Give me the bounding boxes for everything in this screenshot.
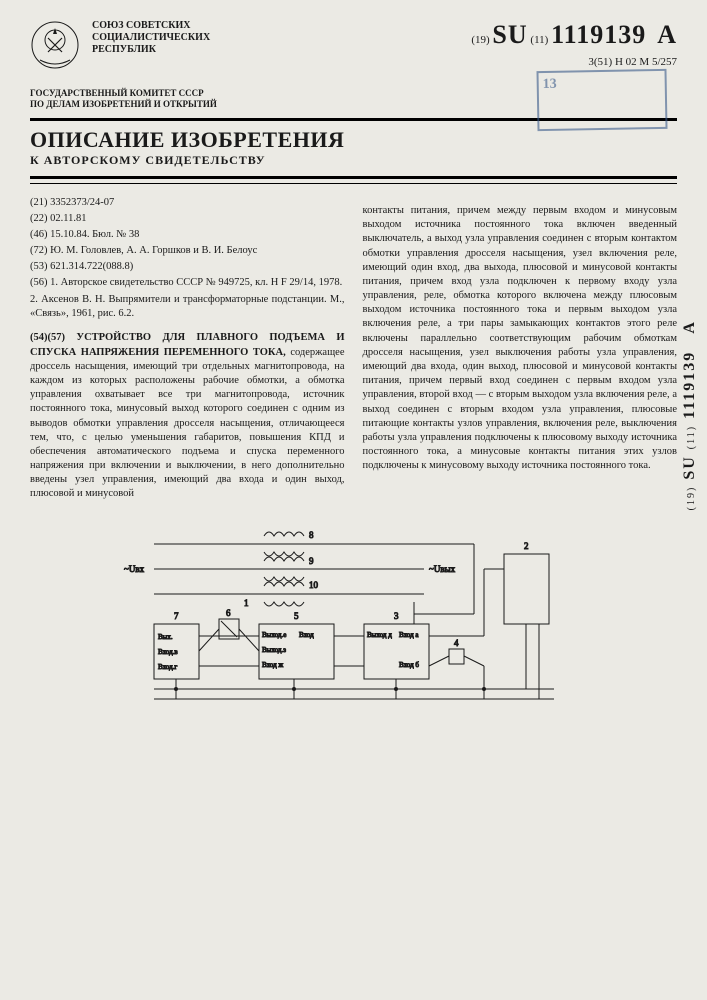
ussr-emblem-icon [30,20,80,70]
right-column: контакты питания, причем между первым вх… [363,194,678,512]
label-vhoda: Вход a [399,631,419,639]
biblio-22: (22) 02.11.81 [30,212,345,226]
pub-suffix: A [657,20,677,49]
class-prefix: 3(51) [588,56,612,68]
label-vhodzh: Вход ж [262,661,283,669]
label-2: 2 [524,541,529,551]
publication-code: (19) SU (11) 1119139 A 3(51) Н 02 М 5/25… [471,20,677,68]
label-vhodv: Вход.в [158,648,178,656]
label-4: 4 [454,638,459,648]
label-vyh: Вых. [158,633,173,641]
pub-country: SU [492,20,527,49]
sub-title: К АВТОРСКОМУ СВИДЕТЕЛЬСТВУ [30,153,677,168]
label-3: 3 [394,611,399,621]
label-10: 10 [309,580,319,590]
side-mid: (11) [686,425,697,449]
label-9: 9 [309,556,314,566]
class-code: Н 02 М 5/257 [615,56,677,68]
label-1: 1 [244,598,249,608]
circuit-diagram: ~Uвх ~Uвых 8 9 10 1 7 Вых. Вход.в Вход.г [30,524,677,719]
side-prefix: (19) [686,486,697,511]
main-title: ОПИСАНИЕ ИЗОБРЕТЕНИЯ [30,127,677,153]
biblio-56b: 2. Аксенов В. Н. Выпрямители и трансформ… [30,293,345,321]
label-vhodb: Вход б [399,661,419,669]
title-block: ОПИСАНИЕ ИЗОБРЕТЕНИЯ К АВТОРСКОМУ СВИДЕТ… [30,127,677,168]
label-uin: ~Uвх [124,564,145,574]
divider [30,183,677,184]
side-country: SU [681,455,698,479]
label-vhodg: Вход.г [158,663,177,671]
abstract-col1: содержащее дроссель насыщения, имеющий т… [30,347,345,500]
side-publication-code: (19) SU (11) 1119139 A [681,320,699,510]
side-number: 1119139 [681,351,698,419]
side-suffix: A [681,320,698,334]
text-columns: (21) 3352373/24-07 (22) 02.11.81 (46) 15… [30,194,677,512]
registration-stamp: 13 [536,69,667,131]
biblio-56a: (56) 1. Авторское свидетельство СССР № 9… [30,276,345,290]
label-5: 5 [294,611,299,621]
pub-mid: (11) [530,34,548,46]
label-7: 7 [174,611,179,621]
label-vyhode: Выход.е [262,631,286,639]
pub-prefix: (19) [471,34,489,46]
label-vhod5: Вход [299,631,314,639]
biblio-53: (53) 621.314.722(088.8) [30,260,345,274]
biblio-block: (21) 3352373/24-07 (22) 02.11.81 (46) 15… [30,196,345,321]
label-uout: ~Uвых [429,564,456,574]
left-column: (21) 3352373/24-07 (22) 02.11.81 (46) 15… [30,194,345,512]
biblio-21: (21) 3352373/24-07 [30,196,345,210]
union-name: СОЮЗ СОВЕТСКИХ СОЦИАЛИСТИЧЕСКИХ РЕСПУБЛИ… [92,20,210,56]
pub-number: 1119139 [551,20,646,49]
label-vyhodz: Выход.з [262,646,286,654]
label-8: 8 [309,530,314,540]
abstract-col2: контакты питания, причем между первым вх… [363,204,678,473]
abstract-para: (54)(57) УСТРОЙСТВО ДЛЯ ПЛАВНОГО ПОДЪЕМА… [30,331,345,501]
label-vyhodd: Выход д [367,631,392,639]
divider [30,176,677,179]
patent-page: (19) SU (11) 1119139 A 3(51) Н 02 М 5/25… [0,0,707,1000]
biblio-72: (72) Ю. М. Головлев, А. А. Горшков и В. … [30,244,345,258]
circuit-svg: ~Uвх ~Uвых 8 9 10 1 7 Вых. Вход.в Вход.г [114,524,594,714]
label-6: 6 [226,608,231,618]
biblio-46: (46) 15.10.84. Бюл. № 38 [30,228,345,242]
